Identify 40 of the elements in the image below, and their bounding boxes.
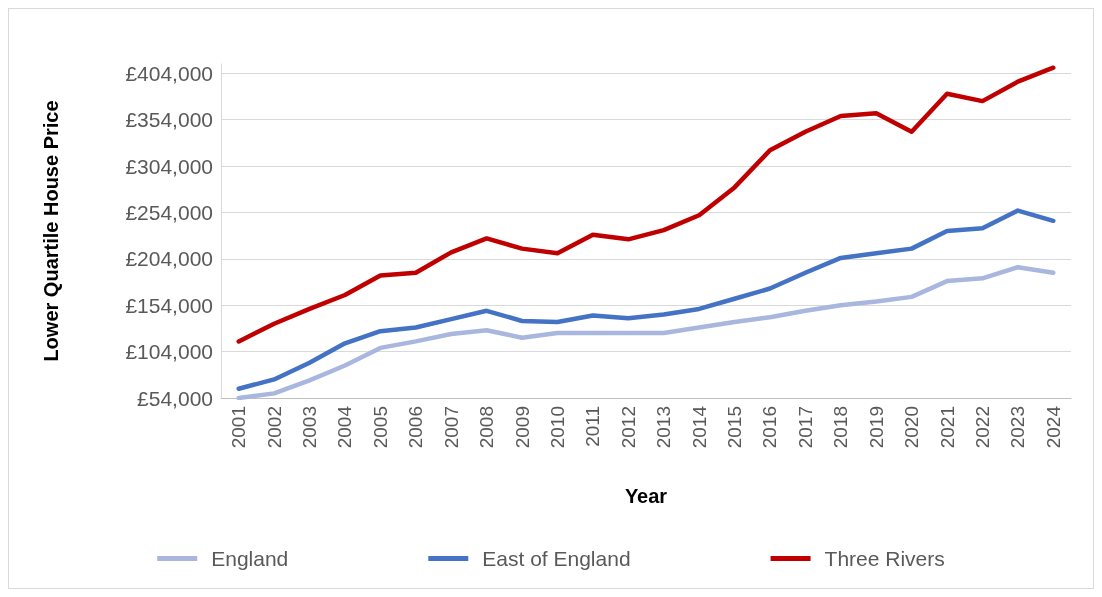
x-tick-label: 2005 xyxy=(369,406,391,449)
line-series xyxy=(236,65,1056,344)
legend-label: East of England xyxy=(482,547,631,570)
y-tick-label: £304,000 xyxy=(125,154,213,178)
x-tick-label: 2015 xyxy=(724,406,746,449)
x-tick-label: 2021 xyxy=(936,406,958,449)
x-tick-label: 2024 xyxy=(1042,405,1064,449)
line-series xyxy=(236,208,1056,391)
y-tick-label: £354,000 xyxy=(125,108,213,132)
x-tick-label: 2022 xyxy=(971,406,993,449)
y-tick-label: £404,000 xyxy=(125,61,213,85)
x-tick-label: 2004 xyxy=(334,405,356,449)
y-tick-label: £54,000 xyxy=(137,386,213,410)
x-tick-label: 2018 xyxy=(830,406,852,449)
x-tick-label: 2023 xyxy=(1007,406,1029,449)
x-tick-label: 2019 xyxy=(865,406,887,449)
legend-label: Three Rivers xyxy=(824,547,945,570)
x-tick-label: 2010 xyxy=(546,406,568,449)
y-tick-label: £104,000 xyxy=(125,340,213,364)
x-tick-label: 2016 xyxy=(759,406,781,449)
line-series xyxy=(236,264,1056,401)
x-tick-label: 2003 xyxy=(299,406,321,449)
x-tick-label: 2002 xyxy=(263,406,285,449)
x-tick-label: 2007 xyxy=(440,406,462,449)
x-tick-label: 2020 xyxy=(901,406,923,449)
x-tick-label: 2013 xyxy=(653,406,675,449)
x-axis-title: Year xyxy=(624,485,668,507)
x-tick-label: 2006 xyxy=(405,406,427,449)
x-tick-label: 2001 xyxy=(228,406,250,449)
x-tick-label: 2009 xyxy=(511,406,533,449)
x-tick-label: 2011 xyxy=(582,406,604,447)
x-tick-label: 2017 xyxy=(794,406,816,449)
legend-label: England xyxy=(211,547,289,570)
y-tick-label: £204,000 xyxy=(125,247,213,271)
x-tick-label: 2014 xyxy=(688,405,710,449)
x-tick-label: 2008 xyxy=(476,406,498,449)
y-tick-label: £254,000 xyxy=(125,200,213,224)
x-tick-label: 2012 xyxy=(617,406,639,449)
y-tick-label: £154,000 xyxy=(125,293,213,317)
y-axis-title: Lower Quartile House Price xyxy=(40,100,62,362)
